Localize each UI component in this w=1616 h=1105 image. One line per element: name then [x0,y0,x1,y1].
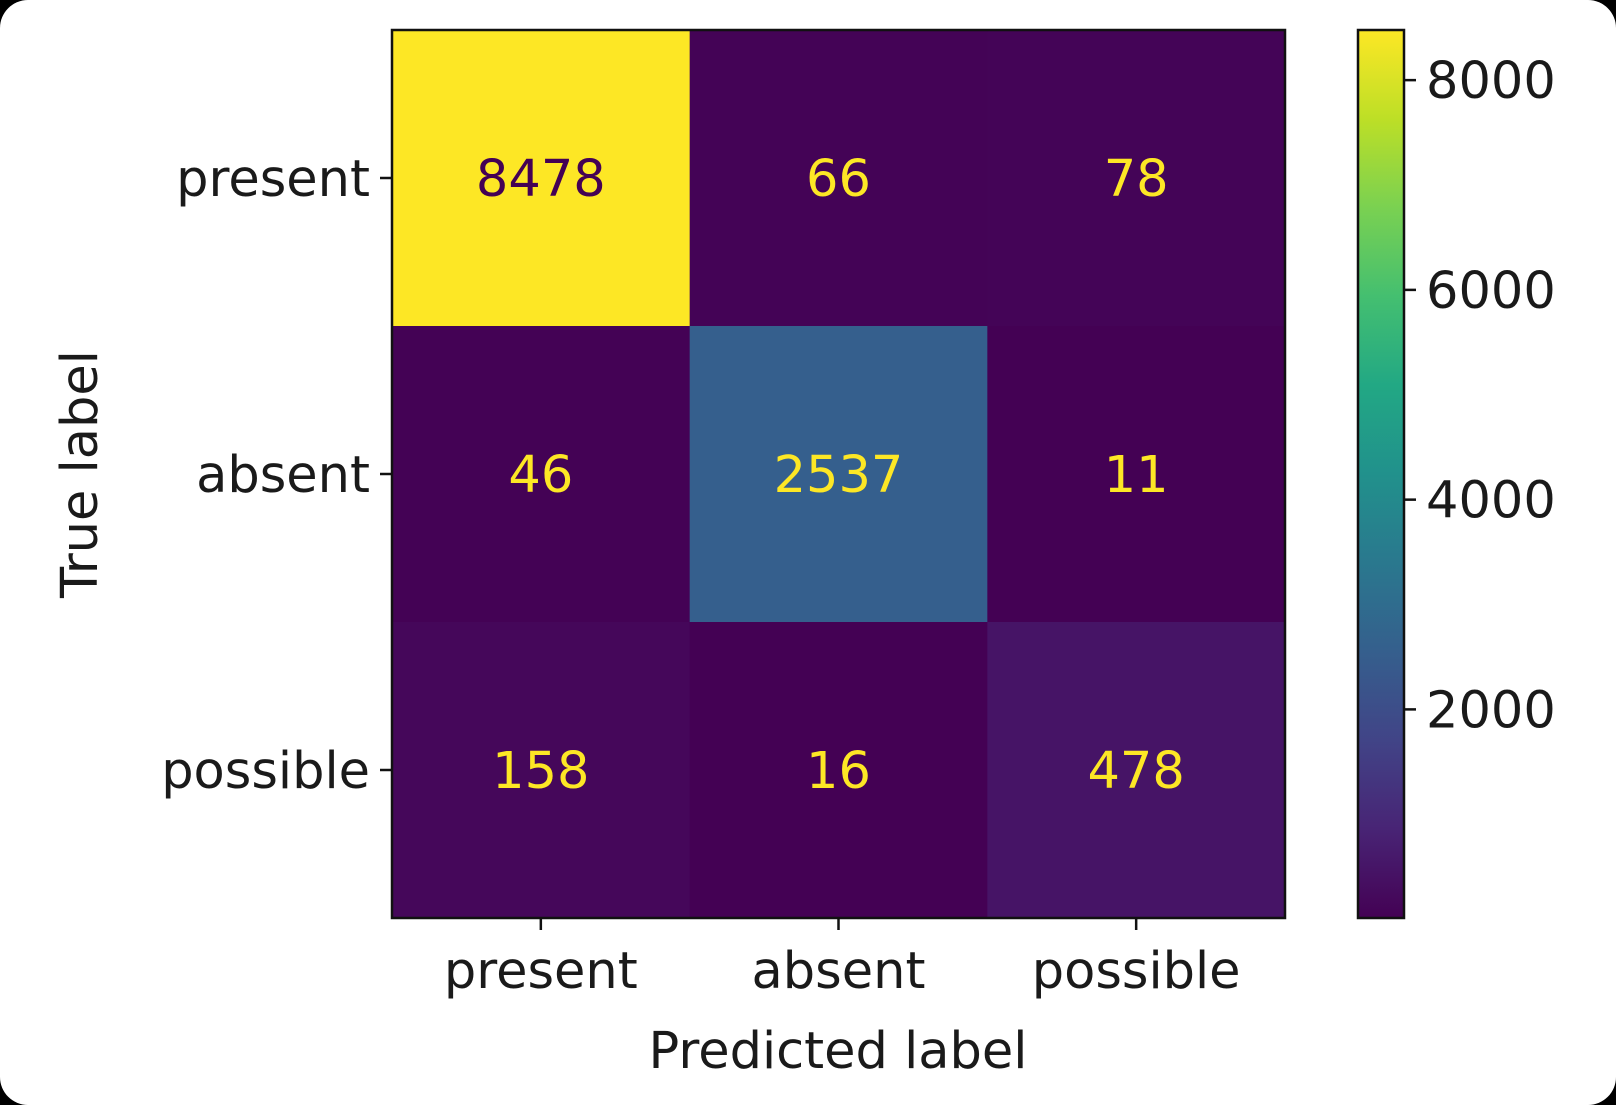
colorbar [1356,28,1406,920]
cell-value-label: 8478 [476,150,606,209]
colorbar-tick-label: 6000 [1426,262,1556,321]
matrix-cell [689,326,988,623]
matrix-cell [689,30,988,327]
y-tick-label: possible [161,742,370,801]
colorbar-tick-label: 4000 [1426,472,1556,531]
cell-value-label: 66 [806,150,871,209]
matrix-cell [392,30,691,327]
x-tick-label: present [444,942,638,1001]
matrix-cell [392,326,691,623]
y-axis-title: True label [51,350,110,599]
colorbar-tick-label: 2000 [1426,681,1556,740]
matrix-cell [689,622,988,919]
x-axis-title: Predicted label [649,1022,1028,1081]
cell-value-label: 11 [1104,446,1169,505]
matrix-cell [987,30,1286,327]
y-tick-label: present [176,150,370,209]
cell-value-label: 16 [806,742,871,801]
cell-value-label: 2537 [774,446,904,505]
x-tick-label: possible [1032,942,1241,1001]
y-tick-label: absent [196,446,370,505]
cell-value-label: 158 [492,742,589,801]
cell-value-label: 78 [1104,150,1169,209]
matrix-cell [987,622,1286,919]
matrix-cell [987,326,1286,623]
matrix-cell [392,622,691,919]
x-tick-label: absent [752,942,926,1001]
colorbar-tick-label: 8000 [1426,52,1556,111]
cell-value-label: 478 [1087,742,1184,801]
cell-value-label: 46 [508,446,573,505]
